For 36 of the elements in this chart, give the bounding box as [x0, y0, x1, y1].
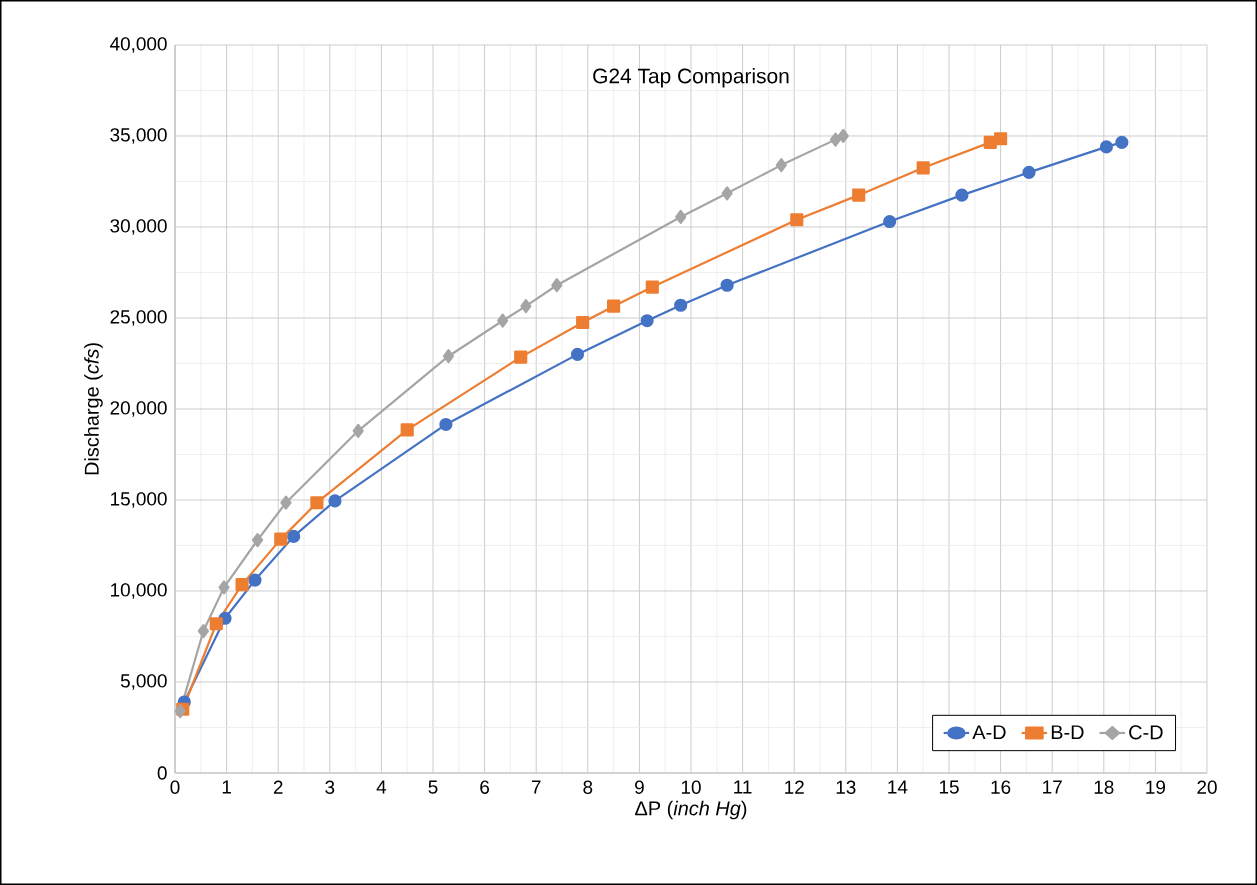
x-tick-label: 11: [734, 780, 752, 794]
y-axis-title: Discharge (cfs): [84, 343, 103, 475]
x-tick-label: 0: [170, 780, 180, 794]
x-axis-title: ΔP (inch Hg): [635, 800, 747, 820]
x-tick-label: 14: [888, 780, 908, 794]
y-tick-label: 20,000: [110, 401, 167, 417]
y-tick-label: 25,000: [110, 310, 167, 326]
x-tick-label: 1: [222, 780, 231, 794]
x-tick-label: 8: [583, 780, 593, 794]
y-tick-label: 40,000: [110, 37, 167, 53]
legend-label: B-D: [1051, 725, 1084, 740]
x-tick-label: 12: [785, 780, 804, 794]
x-tick-label: 15: [939, 780, 959, 794]
x-tick-label: 5: [428, 780, 438, 794]
x-tick-label: 10: [681, 780, 701, 794]
y-tick-label: 15,000: [111, 492, 167, 508]
x-tick-label: 20: [1197, 780, 1217, 794]
x-tick-label: 13: [836, 780, 856, 794]
x-tick-label: 3: [325, 780, 335, 794]
x-tick-label: 19: [1146, 780, 1166, 794]
y-tick-label: 0: [157, 766, 167, 780]
x-tick-label: 6: [480, 780, 490, 794]
x-tick-label: 4: [376, 780, 387, 794]
y-tick-label: 5,000: [120, 674, 167, 690]
x-tick-label: 2: [273, 780, 283, 794]
text: G24 Tap Comparison: [593, 68, 789, 88]
legend-label: C-D: [1129, 725, 1163, 740]
y-tick-label: 35,000: [110, 128, 167, 144]
x-tick-label: 17: [1043, 780, 1062, 794]
x-tick-label: 18: [1094, 780, 1114, 794]
x-tick-label: 7: [531, 780, 541, 794]
y-tick-label: 30,000: [110, 219, 167, 235]
x-tick-label: 9: [635, 780, 644, 794]
y-tick-label: 10,000: [111, 583, 167, 599]
x-tick-label: 16: [991, 780, 1011, 794]
legend-label: A-D: [972, 725, 1006, 740]
